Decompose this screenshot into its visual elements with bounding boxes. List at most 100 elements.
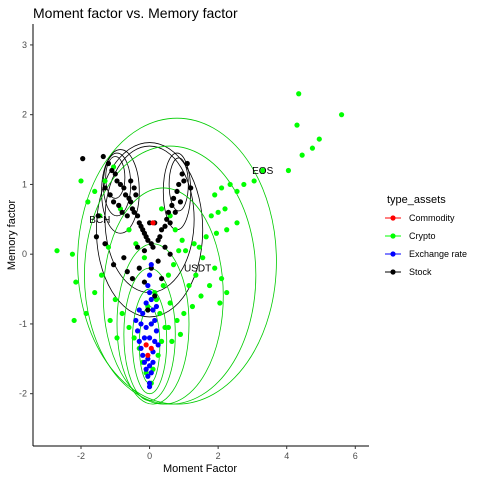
- y-tick-label: -2: [19, 389, 27, 399]
- point-stock: [133, 192, 138, 197]
- legend-title: type_assets: [387, 194, 446, 206]
- point-crypto: [173, 227, 178, 232]
- point-crypto: [102, 178, 107, 183]
- point-stock: [132, 185, 137, 190]
- point-stock: [135, 245, 140, 250]
- point-stock: [135, 213, 140, 218]
- point-crypto: [224, 227, 229, 232]
- point-crypto: [192, 241, 197, 246]
- point-stock: [168, 220, 173, 225]
- point-crypto: [241, 182, 246, 187]
- point-exchange-rate: [138, 346, 143, 351]
- point-crypto: [174, 318, 179, 323]
- point-crypto: [209, 213, 214, 218]
- point-crypto: [228, 182, 233, 187]
- point-stock: [130, 276, 135, 281]
- y-axis-title: Memory factor: [6, 200, 18, 271]
- point-stock: [137, 266, 142, 271]
- point-exchange-rate: [144, 325, 149, 330]
- point-exchange-rate: [147, 335, 152, 340]
- point-crypto: [113, 297, 118, 302]
- point-stock: [80, 156, 85, 161]
- point-stock: [181, 178, 186, 183]
- point-crypto: [85, 199, 90, 204]
- point-stock: [156, 259, 161, 264]
- point-exchange-rate: [147, 363, 152, 368]
- point-stock: [171, 196, 176, 201]
- point-exchange-rate: [137, 307, 142, 312]
- point-crypto: [198, 293, 203, 298]
- point-crypto: [157, 311, 162, 316]
- point-stock: [108, 192, 113, 197]
- annotation-label: USDT: [184, 264, 211, 275]
- legend-label: Stock: [409, 267, 432, 277]
- point-crypto: [161, 283, 166, 288]
- point-crypto: [78, 178, 83, 183]
- point-crypto: [252, 178, 257, 183]
- point-crypto: [70, 252, 75, 257]
- x-tick-label: 6: [353, 451, 358, 461]
- point-crypto: [310, 146, 315, 151]
- point-exchange-rate: [133, 318, 138, 323]
- point-crypto: [84, 311, 89, 316]
- point-exchange-rate: [149, 370, 154, 375]
- point-exchange-rate: [149, 262, 154, 267]
- x-tick-label: 0: [147, 451, 152, 461]
- point-crypto: [222, 206, 227, 211]
- point-crypto: [216, 210, 221, 215]
- point-exchange-rate: [135, 328, 140, 333]
- point-crypto: [317, 136, 322, 141]
- point-crypto: [92, 290, 97, 295]
- point-stock: [116, 203, 121, 208]
- point-exchange-rate: [145, 283, 150, 288]
- point-exchange-rate: [154, 304, 159, 309]
- point-stock: [102, 185, 107, 190]
- point-stock: [168, 252, 173, 257]
- point-crypto: [207, 283, 212, 288]
- point-stock: [159, 276, 164, 281]
- point-crypto: [54, 248, 59, 253]
- legend-label: Commodity: [409, 213, 455, 223]
- y-tick-label: -1: [19, 319, 27, 329]
- point-stock: [121, 255, 126, 260]
- point-exchange-rate: [142, 335, 147, 340]
- chart-title: Moment factor vs. Memory factor: [33, 5, 238, 21]
- point-stock: [166, 210, 171, 215]
- point-stock: [111, 199, 116, 204]
- point-crypto: [200, 255, 205, 260]
- point-crypto: [178, 332, 183, 337]
- point-crypto: [132, 335, 137, 340]
- legend-label: Exchange rate: [409, 249, 467, 259]
- point-stock: [156, 238, 161, 243]
- point-crypto: [204, 234, 209, 239]
- legend: type_assets Commodity Crypto Exchange rate…: [385, 194, 467, 277]
- point-exchange-rate: [147, 290, 152, 295]
- point-crypto: [219, 185, 224, 190]
- point-stock: [121, 185, 126, 190]
- point-crypto: [142, 255, 147, 260]
- point-crypto: [186, 283, 191, 288]
- point-stock: [169, 203, 174, 208]
- x-tick-label: -2: [77, 451, 85, 461]
- point-commodity: [144, 342, 149, 347]
- point-crypto: [114, 335, 119, 340]
- point-crypto: [234, 220, 239, 225]
- y-tick-label: 0: [22, 249, 27, 259]
- y-axis: -2-10123: [19, 40, 33, 399]
- point-crypto: [99, 273, 104, 278]
- point-crypto: [73, 279, 78, 284]
- point-stock: [178, 199, 183, 204]
- point-exchange-rate: [144, 300, 149, 305]
- point-exchange-rate: [138, 321, 143, 326]
- annotation-label: BCH: [89, 215, 110, 226]
- density-contour-stock: [105, 146, 194, 292]
- point-stock: [180, 171, 185, 176]
- point-crypto: [217, 300, 222, 305]
- point-exchange-rate: [149, 297, 154, 302]
- x-axis: -2 0 2 4 6: [77, 446, 358, 461]
- point-crypto: [126, 227, 131, 232]
- point-stock: [176, 182, 181, 187]
- point-exchange-rate: [154, 328, 159, 333]
